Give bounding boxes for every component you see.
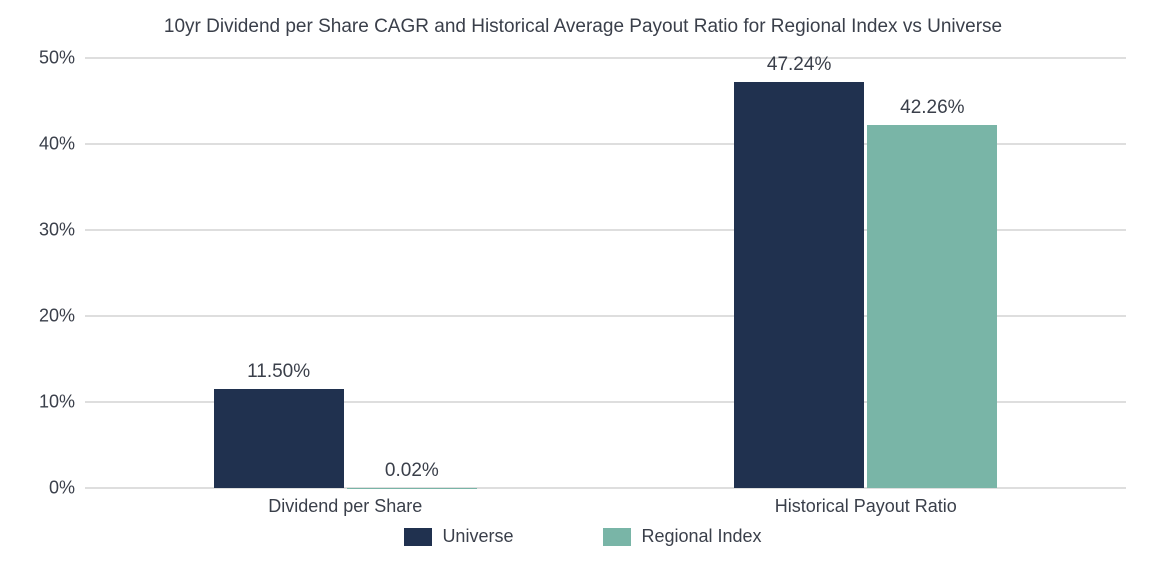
legend-item: Regional Index <box>603 526 761 547</box>
y-tick-label: 0% <box>49 478 85 499</box>
bar-value-label: 0.02% <box>385 460 439 488</box>
x-category-label: Dividend per Share <box>268 496 422 517</box>
y-tick-label: 30% <box>39 220 85 241</box>
legend-label: Regional Index <box>641 526 761 547</box>
bar-value-label: 47.24% <box>767 54 831 82</box>
x-category-label: Historical Payout Ratio <box>775 496 957 517</box>
legend: Universe Regional Index <box>30 526 1136 547</box>
y-tick-label: 40% <box>39 134 85 155</box>
bar: 47.24% <box>734 82 864 488</box>
bar-value-label: 11.50% <box>247 361 310 389</box>
plot-area: 0%10%20%30%40%50% 11.50%0.02%47.24%42.26… <box>85 58 1126 488</box>
chart-container: 10yr Dividend per Share CAGR and Histori… <box>0 0 1166 576</box>
x-axis-labels: Dividend per Share Historical Payout Rati… <box>85 488 1126 522</box>
bars-layer: 11.50%0.02%47.24%42.26% <box>85 58 1126 488</box>
y-tick-label: 10% <box>39 392 85 413</box>
y-tick-label: 20% <box>39 306 85 327</box>
bar-value-label: 42.26% <box>900 97 964 125</box>
bar: 11.50% <box>214 389 344 488</box>
legend-label: Universe <box>442 526 513 547</box>
y-tick-label: 50% <box>39 48 85 69</box>
chart-title: 10yr Dividend per Share CAGR and Histori… <box>30 16 1136 38</box>
legend-swatch <box>603 528 631 546</box>
legend-item: Universe <box>404 526 513 547</box>
bar: 42.26% <box>867 125 997 488</box>
legend-swatch <box>404 528 432 546</box>
